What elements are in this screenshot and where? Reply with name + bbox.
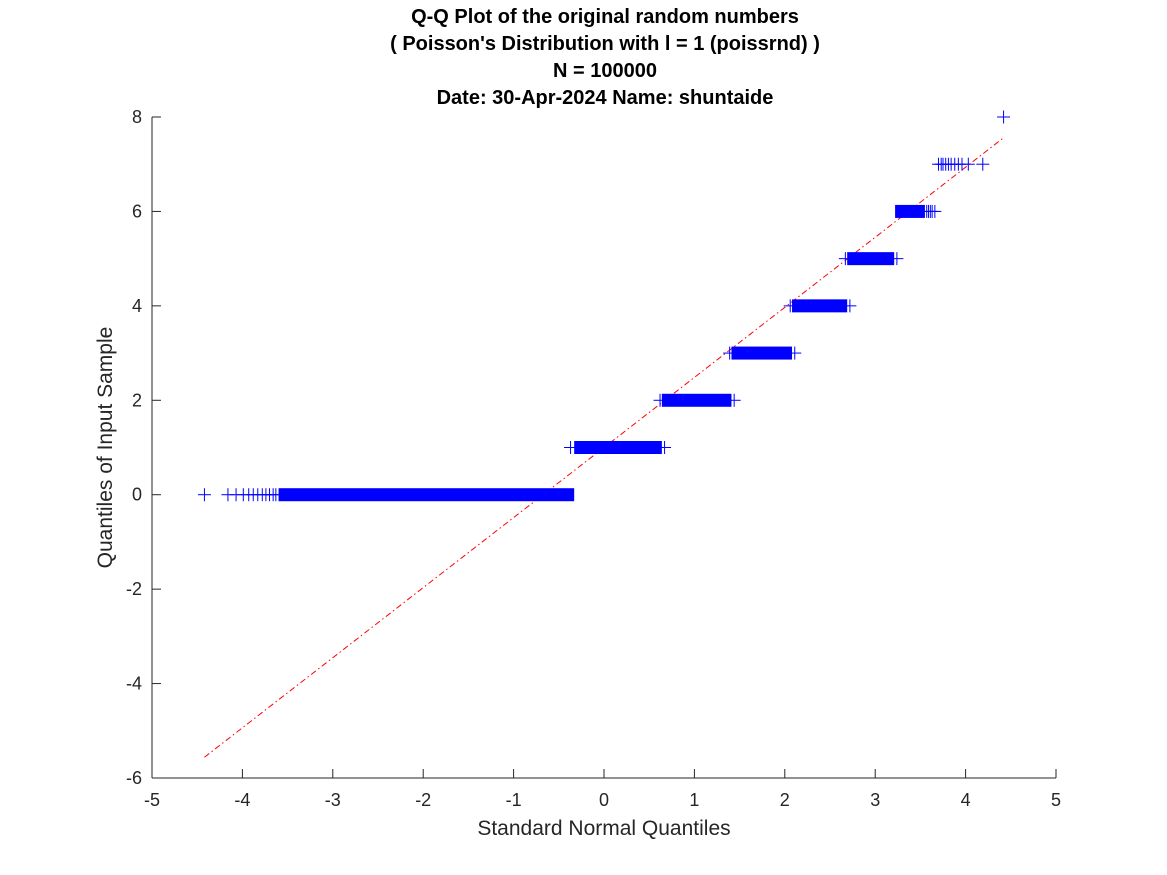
plus-marker xyxy=(843,299,857,313)
plus-marker xyxy=(653,393,667,407)
x-tick-label: 0 xyxy=(599,790,609,810)
x-tick-label: -3 xyxy=(325,790,341,810)
x-axis-label: Standard Normal Quantiles xyxy=(477,817,730,840)
plus-marker xyxy=(723,346,737,360)
point-cluster xyxy=(278,488,575,502)
plus-marker xyxy=(658,441,672,454)
plus-marker xyxy=(890,252,904,266)
chart-title: Q-Q Plot of the original random numbers … xyxy=(0,4,1167,112)
reference-line xyxy=(204,137,1004,758)
point-cluster xyxy=(574,441,662,454)
point-cluster xyxy=(895,204,925,218)
plus-marker xyxy=(564,441,578,454)
title-line: N = 100000 xyxy=(553,60,657,82)
plus-marker xyxy=(783,299,797,313)
point-cluster xyxy=(731,346,793,360)
x-tick-label: 3 xyxy=(870,790,880,810)
x-tick-label: 2 xyxy=(780,790,790,810)
plus-marker xyxy=(788,346,802,360)
x-tick-label: 4 xyxy=(961,790,971,810)
plus-marker xyxy=(997,110,1011,124)
y-tick-label: 6 xyxy=(132,201,142,221)
y-tick-label: -2 xyxy=(126,579,142,599)
plus-marker xyxy=(197,488,211,502)
title-line: Q-Q Plot of the original random numbers xyxy=(411,6,799,28)
plus-marker xyxy=(928,204,942,218)
plus-marker xyxy=(976,157,990,171)
axes: -5 -4 -3 -2 -1 0 1 2 3 4 5 -6 -4 -2 0 2 4 6 8 xyxy=(126,107,1061,810)
plus-marker xyxy=(269,488,283,502)
y-tick-label: 8 xyxy=(132,107,142,127)
x-tick-label: -1 xyxy=(506,790,522,810)
x-tick-label: 5 xyxy=(1051,790,1061,810)
plus-marker xyxy=(961,157,975,171)
y-tick-label: 0 xyxy=(132,485,142,505)
x-tick-label: 1 xyxy=(689,790,699,810)
title-line: Date: 30-Apr-2024 Name: shuntaide xyxy=(436,87,774,109)
point-cluster xyxy=(661,393,732,407)
plus-marker xyxy=(838,252,852,266)
data-points-group xyxy=(197,110,1011,502)
x-tick-label: -4 xyxy=(234,790,250,810)
y-tick-label: -6 xyxy=(126,768,142,788)
y-axis-label: Quantiles of Input Sample xyxy=(94,327,117,569)
y-tick-label: 4 xyxy=(132,296,142,316)
x-tick-label: -5 xyxy=(144,790,160,810)
point-cluster xyxy=(792,299,848,313)
plus-marker xyxy=(727,393,741,407)
reference-line-group xyxy=(204,137,1004,758)
y-tick-label: -4 xyxy=(126,674,142,694)
point-cluster xyxy=(847,252,895,266)
x-tick-label: -2 xyxy=(415,790,431,810)
y-tick-label: 2 xyxy=(132,390,142,410)
title-line: ( Poisson's Distribution with l = 1 (poi… xyxy=(390,33,820,55)
